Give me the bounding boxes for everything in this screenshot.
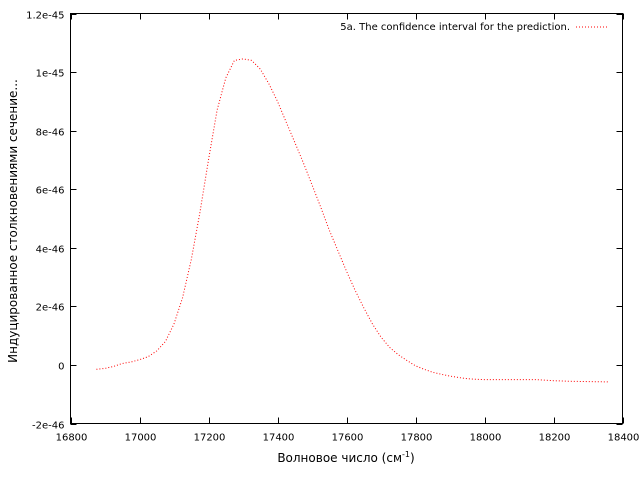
y-tick-label: 6e-46 — [36, 186, 65, 197]
x-axis-label-exponent: -1 — [402, 450, 410, 459]
y-tick-label: 1e-45 — [36, 69, 65, 80]
x-axis-label: Волновое число (см-1) — [277, 450, 414, 465]
y-axis-label: Индуцированное столкновениями сечение... — [6, 79, 20, 363]
x-tick-label: 17000 — [125, 433, 157, 444]
x-tick-label: 18200 — [539, 433, 571, 444]
y-tick-label: 4e-46 — [36, 245, 65, 256]
plot-frame — [70, 13, 623, 424]
x-axis-ticks: 16800 17000 17200 17400 17600 17800 18000 18200… — [56, 13, 640, 444]
x-tick-label: 17400 — [263, 433, 295, 444]
x-tick-label: 17200 — [194, 433, 226, 444]
y-tick-label: 8e-46 — [36, 128, 65, 139]
y-tick-label: 2e-46 — [36, 303, 65, 314]
series-line — [96, 58, 609, 383]
y-tick-label: 1.2e-45 — [26, 11, 64, 22]
y-tick-label: 0 — [58, 362, 64, 373]
x-tick-label: 16800 — [56, 433, 88, 444]
y-tick-label: -2e-46 — [32, 421, 64, 432]
x-tick-label: 18400 — [608, 433, 640, 444]
x-tick-label: 17600 — [332, 433, 364, 444]
legend-label: 5a. The confidence interval for the pred… — [340, 22, 570, 33]
x-tick-label: 18000 — [470, 433, 502, 444]
legend: 5a. The confidence interval for the pred… — [340, 22, 607, 33]
series-layer — [96, 58, 609, 383]
x-tick-label: 17800 — [401, 433, 433, 444]
y-axis-ticks: -2e-46 0 2e-46 4e-46 6e-46 8e-46 1e-45 1.2e-45 — [26, 11, 623, 432]
